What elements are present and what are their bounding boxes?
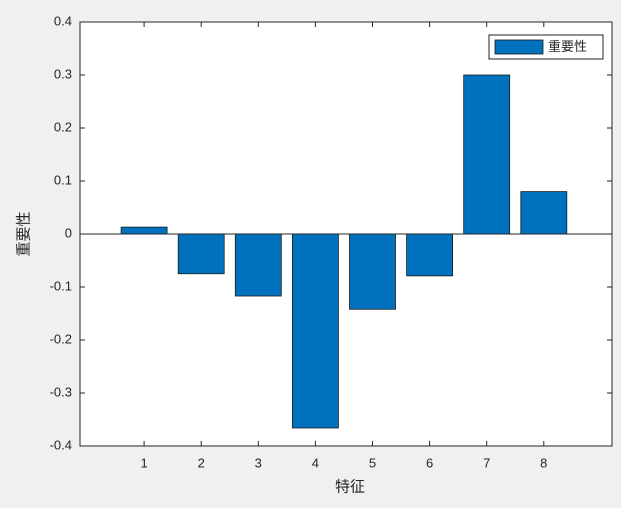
y-tick-label: -0.1	[50, 278, 72, 293]
bar	[349, 233, 396, 310]
y-tick-label: -0.2	[50, 331, 72, 346]
x-tick-label: 3	[255, 455, 262, 470]
axes-box	[79, 21, 613, 447]
y-tick-label: 0.4	[54, 13, 72, 28]
bar	[234, 233, 282, 297]
legend-label: 重要性	[548, 39, 587, 54]
y-tick-label: 0.2	[54, 119, 72, 134]
x-tick-label: 8	[540, 455, 547, 470]
x-tick-label: 5	[369, 455, 376, 470]
y-tick-label: 0.3	[54, 66, 72, 81]
bar	[406, 233, 454, 277]
y-axis-label: 重要性	[15, 211, 32, 256]
y-tick-label: 0.1	[54, 172, 72, 187]
x-tick-label: 4	[312, 455, 319, 470]
bar	[463, 74, 511, 235]
x-tick-label: 7	[483, 455, 490, 470]
bar	[120, 226, 168, 235]
x-tick-label: 2	[198, 455, 205, 470]
x-tick-label: 6	[426, 455, 433, 470]
legend-swatch	[494, 39, 544, 55]
bar	[520, 191, 568, 235]
x-tick-label: 1	[140, 455, 147, 470]
bar	[291, 233, 339, 429]
bar	[177, 233, 225, 275]
y-tick-label: -0.4	[50, 437, 72, 452]
x-axis-label: 特征	[335, 478, 365, 495]
y-tick-label: -0.3	[50, 384, 72, 399]
y-tick-label: 0	[65, 225, 72, 240]
